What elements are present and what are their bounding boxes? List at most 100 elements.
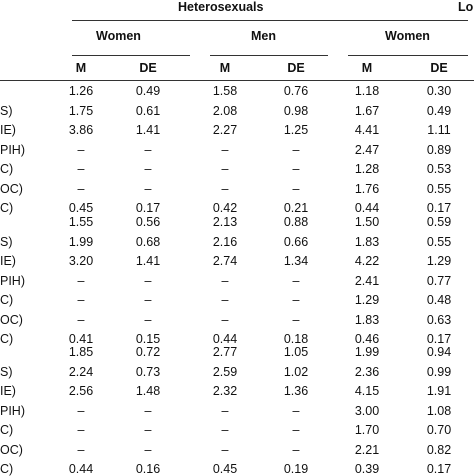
row-label: C) bbox=[0, 162, 14, 176]
table-cell: 0.21 bbox=[283, 201, 309, 215]
table-cell: 0.63 bbox=[426, 312, 452, 327]
table-cell: 1.76 bbox=[354, 181, 380, 196]
column-header-rule bbox=[0, 80, 474, 81]
table-cell: 1.29 bbox=[354, 293, 380, 307]
table-cell: 1.18 bbox=[354, 84, 380, 98]
group-header-rule bbox=[72, 20, 468, 21]
table-cell: 2.47 bbox=[354, 142, 380, 157]
table-cell: 0.45 bbox=[212, 462, 238, 476]
table-cell: – bbox=[221, 403, 229, 418]
table-cell: 0.44 bbox=[212, 332, 238, 346]
column-header-m: M bbox=[75, 61, 87, 75]
row-label: IE) bbox=[0, 123, 16, 137]
row-label: S) bbox=[0, 103, 13, 118]
table-cell: 1.67 bbox=[354, 103, 380, 118]
table-cell: 1.99 bbox=[354, 345, 380, 359]
column-header-de: DE bbox=[139, 61, 157, 75]
table-cell: 1.50 bbox=[354, 215, 380, 229]
table-cell: 2.08 bbox=[212, 103, 238, 118]
table-cell: 2.21 bbox=[354, 442, 380, 457]
row-label: C) bbox=[0, 201, 14, 215]
table-cell: 2.32 bbox=[212, 384, 238, 398]
table-cell: 0.49 bbox=[426, 103, 452, 118]
table-cell: 0.82 bbox=[426, 442, 452, 457]
column-header-m: M bbox=[361, 61, 373, 75]
row-label: S) bbox=[0, 364, 13, 379]
table-cell: 0.15 bbox=[135, 332, 161, 346]
table-cell: 2.41 bbox=[354, 273, 380, 288]
table-cell: 2.13 bbox=[212, 215, 238, 229]
row-label: C) bbox=[0, 423, 14, 437]
table-cell: 0.99 bbox=[426, 364, 452, 379]
row-label: IE) bbox=[0, 384, 16, 398]
table-cell: 0.59 bbox=[426, 215, 452, 229]
table-cell: 0.16 bbox=[135, 462, 161, 476]
table-cell: – bbox=[292, 181, 300, 196]
table-cell: – bbox=[221, 442, 229, 457]
table-cell: – bbox=[77, 293, 85, 307]
group-header-second: Lo bbox=[458, 0, 474, 14]
table-cell: 1.70 bbox=[354, 423, 380, 437]
table-cell: 2.36 bbox=[354, 364, 380, 379]
table-cell: – bbox=[144, 181, 152, 196]
table-cell: – bbox=[144, 273, 152, 288]
table-cell: 1.75 bbox=[68, 103, 94, 118]
table-cell: 1.28 bbox=[354, 162, 380, 176]
table-cell: 1.83 bbox=[354, 312, 380, 327]
table-cell: 2.77 bbox=[212, 345, 238, 359]
table-cell: – bbox=[292, 312, 300, 327]
table-cell: 3.20 bbox=[68, 254, 94, 268]
table-cell: – bbox=[77, 142, 85, 157]
table-cell: 0.55 bbox=[426, 234, 452, 249]
table-cell: – bbox=[144, 442, 152, 457]
table-cell: – bbox=[292, 293, 300, 307]
table-cell: 2.27 bbox=[212, 123, 238, 137]
table-cell: 4.15 bbox=[354, 384, 380, 398]
sub-header-rule-3 bbox=[348, 55, 468, 56]
table-cell: – bbox=[77, 403, 85, 418]
table-cell: – bbox=[292, 273, 300, 288]
table-cell: – bbox=[221, 162, 229, 176]
table-cell: – bbox=[77, 442, 85, 457]
table-cell: 0.17 bbox=[426, 462, 452, 476]
row-label: PIH) bbox=[0, 142, 25, 157]
row-label: IE) bbox=[0, 254, 16, 268]
table-cell: – bbox=[144, 423, 152, 437]
table-cell: – bbox=[292, 142, 300, 157]
table-cell: 1.29 bbox=[426, 254, 452, 268]
table-cell: 0.44 bbox=[354, 201, 380, 215]
table-cell: 0.70 bbox=[426, 423, 452, 437]
table-cell: 3.00 bbox=[354, 403, 380, 418]
table-cell: 0.53 bbox=[426, 162, 452, 176]
row-label: C) bbox=[0, 293, 14, 307]
group-header-heterosexuals: Heterosexuals bbox=[178, 0, 264, 14]
table-cell: 1.99 bbox=[68, 234, 94, 249]
table-cell: – bbox=[144, 312, 152, 327]
table-cell: 0.49 bbox=[135, 84, 161, 98]
sub-header-women-2: Women bbox=[385, 29, 430, 43]
table-cell: 0.46 bbox=[354, 332, 380, 346]
table-cell: 0.44 bbox=[68, 462, 94, 476]
row-label: OC) bbox=[0, 442, 23, 457]
table-cell: 0.98 bbox=[283, 103, 309, 118]
table-cell: 0.88 bbox=[283, 215, 309, 229]
table-cell: 1.08 bbox=[426, 403, 452, 418]
table-cell: 0.19 bbox=[283, 462, 309, 476]
row-label: PIH) bbox=[0, 273, 25, 288]
table-cell: 0.73 bbox=[135, 364, 161, 379]
table-cell: – bbox=[77, 312, 85, 327]
row-label: S) bbox=[0, 234, 13, 249]
table-cell: 0.55 bbox=[426, 181, 452, 196]
table-cell: – bbox=[292, 403, 300, 418]
sub-header-men: Men bbox=[251, 29, 276, 43]
sub-header-rule-1 bbox=[72, 55, 190, 56]
table-cell: 0.61 bbox=[135, 103, 161, 118]
table-cell: 2.24 bbox=[68, 364, 94, 379]
table-cell: 0.68 bbox=[135, 234, 161, 249]
row-label: OC) bbox=[0, 312, 23, 327]
column-header-de: DE bbox=[287, 61, 305, 75]
table-cell: 1.83 bbox=[354, 234, 380, 249]
table-cell: 1.34 bbox=[283, 254, 309, 268]
table-cell: 1.58 bbox=[212, 84, 238, 98]
